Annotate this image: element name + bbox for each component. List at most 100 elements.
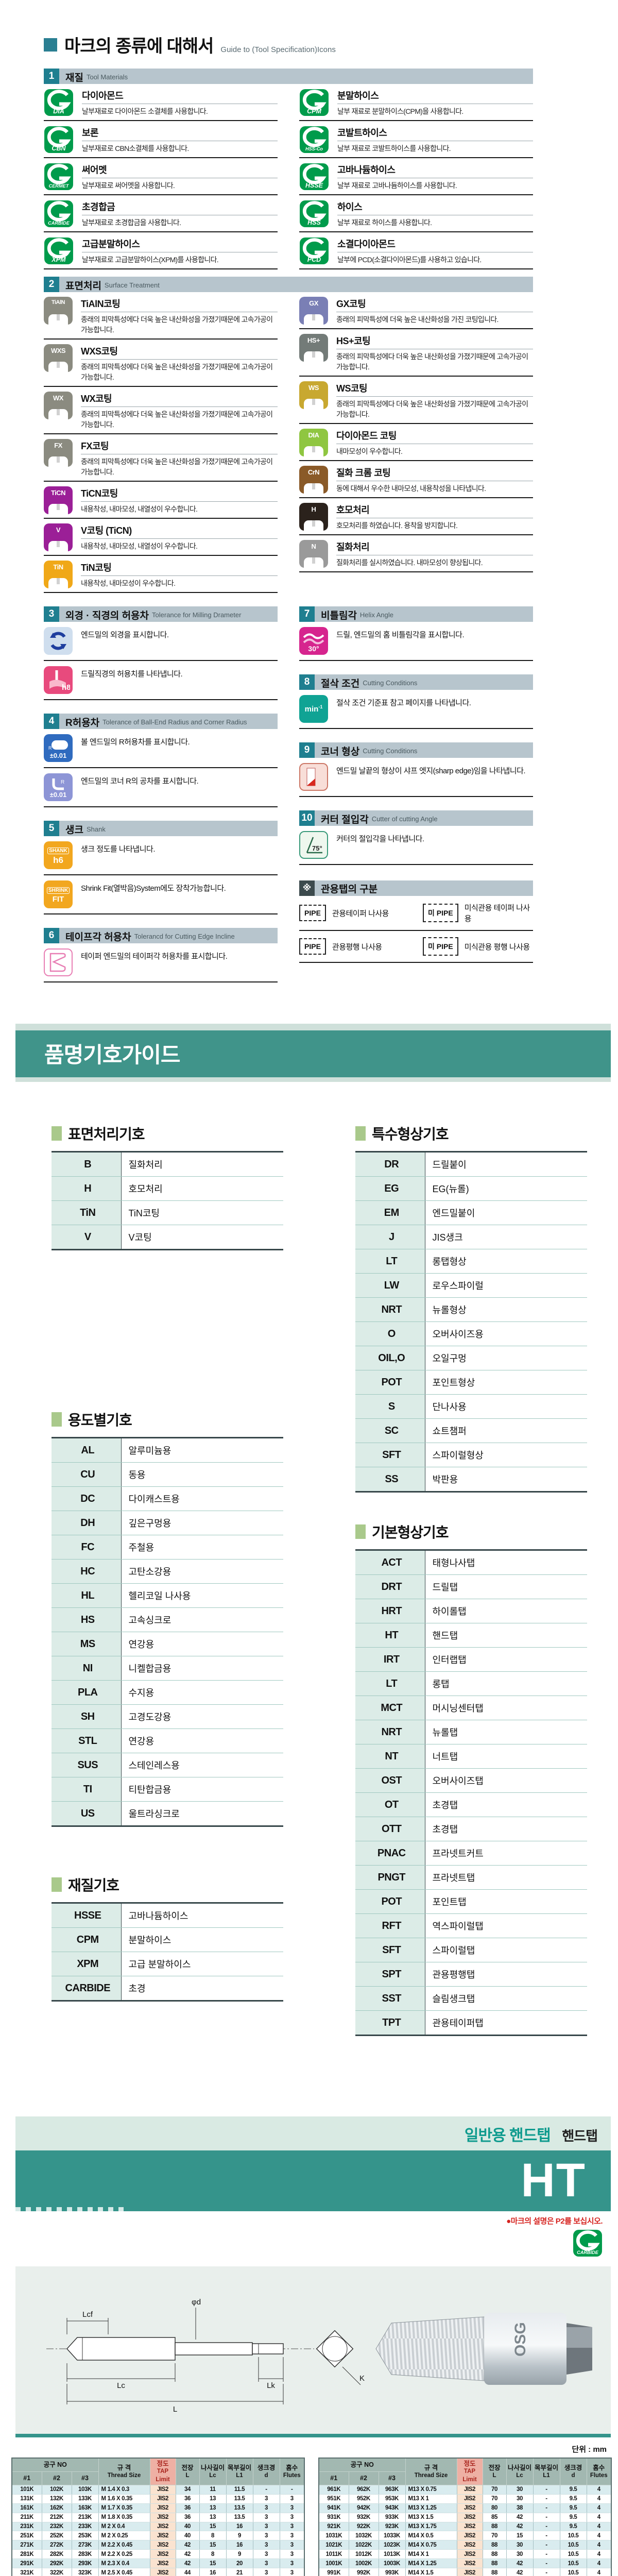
spec-cell: 4 xyxy=(586,2494,612,2504)
guide-item-desc: 동에 대해서 우수한 내마모성, 내용착성을 나타냅니다. xyxy=(336,484,486,493)
mini-item: 엔드밀의 외경을 표시합니다. xyxy=(44,622,278,661)
svg-text:PCD: PCD xyxy=(307,256,321,263)
material-symbols-table: HSSE 고바나듐하이스 CPM 분말하이스 XPM 고급 분말하이스 CARBIDE 초경 xyxy=(52,1902,283,2002)
symbol-row: OTT 초경탭 xyxy=(355,1817,587,1841)
section-title-kr: 절삭 조건 xyxy=(321,679,360,689)
spec-cell: 273K xyxy=(71,2540,99,2550)
symbol-code: TI xyxy=(52,1777,122,1802)
spec-row: 211K 212K 213K M 1.8 X 0.35 JIS2 36 13 13.5 3 3 xyxy=(11,2513,305,2522)
symbol-code: SST xyxy=(355,1986,425,2011)
spec-cell: 252K xyxy=(41,2531,72,2541)
spec-cell: 953K xyxy=(378,2494,406,2504)
symbol-meaning: 깊은구멍용 xyxy=(121,1511,283,1535)
spec-cell: 1031K xyxy=(318,2531,349,2541)
PCD-material-icon: PCD xyxy=(299,237,329,265)
section-6-bar: 6 테이프각 허용차 Tolerancd for Cutting Edge Incl… xyxy=(44,928,278,943)
symbol-row: PNAC 프라넷트커트 xyxy=(355,1841,587,1866)
pipe-section-header: ※ 관용탭의 구분 xyxy=(299,880,533,896)
symbol-code: NI xyxy=(52,1656,122,1681)
ball-radius-tolerance-icon: R ±0.01 xyxy=(44,734,73,762)
mini-item: SHRINK FIT Shrink Fit(열박음)System에도 장착가능합니다… xyxy=(44,875,278,914)
symbol-row: J JIS생크 xyxy=(355,1225,587,1249)
spec-cell: 282K xyxy=(41,2549,72,2560)
spec-cell: 101K xyxy=(11,2485,42,2495)
symbol-row: SPT 관용평행탭 xyxy=(355,1962,587,1987)
guide-item-title: TiCN코팅 xyxy=(81,486,278,502)
pipe-badge: 미 PIPE xyxy=(423,937,458,956)
spec-row: 961K 962K 963K M13 X 0.75 JIS2 70 30-9.5 4 xyxy=(318,2485,612,2495)
guide-item: CrN 질화 크롬 코팅 동에 대해서 우수한 내마모성, 내용착성을 나타냅니다. xyxy=(299,461,533,498)
spec-cell: 40 xyxy=(175,2522,200,2532)
symbol-meaning: EG(뉴롤) xyxy=(425,1176,587,1201)
guide-item-desc: 종래의 피막특성에다 더욱 높은 내산화성을 가졌기때문에 고속가공이 가능합니… xyxy=(336,400,528,418)
guide-item: HSSE 고바나듐하이스 날부 재료로 고바나듐하이스를 사용합니다. xyxy=(299,158,533,195)
guide-item: V V코팅 (TiCN) 내용착성, 내마모성, 내열성이 우수합니다. xyxy=(44,519,278,556)
green-square-icon xyxy=(355,1524,366,1539)
symbol-row: NRT 뉴롤형상 xyxy=(355,1297,587,1322)
mini-item-desc: 커터의 절입각을 나타냅니다. xyxy=(336,835,424,843)
spec-cell: 42 xyxy=(506,2513,534,2522)
spec-cell: 9.5 xyxy=(559,2503,587,2513)
symbol-code: PLA xyxy=(52,1680,122,1705)
symbol-row: OT 초경탭 xyxy=(355,1792,587,1817)
symbol-row: FC 주철용 xyxy=(52,1535,283,1560)
col-no3: #3 xyxy=(71,2471,99,2485)
col-length: 전장 L xyxy=(482,2458,507,2485)
WS-coating-icon: WS xyxy=(299,381,328,409)
symbol-meaning: 분말하이스 xyxy=(121,1927,283,1952)
guide-item: FX FX코팅 종래의 피막특성에다 더욱 높은 내산화성을 가졌기때문에 고속가공… xyxy=(44,434,278,482)
symbol-meaning: 동용 xyxy=(121,1462,283,1487)
symbol-meaning: 수지용 xyxy=(121,1680,283,1705)
svg-text:OSG: OSG xyxy=(512,2322,529,2357)
guide-item-desc: 내마모성이 우수합니다. xyxy=(336,447,403,455)
symbol-code: LT xyxy=(355,1671,425,1696)
symbol-row: PNGT 프라넷트탭 xyxy=(355,1865,587,1890)
section-number: 9 xyxy=(299,742,315,758)
spec-cell: 991K xyxy=(318,2568,349,2576)
spec-cell: JIS2 xyxy=(149,2485,176,2495)
col-no2: #2 xyxy=(348,2471,379,2485)
section-title-en: Helix Angle xyxy=(359,611,393,619)
spec-cell: 231K xyxy=(11,2522,42,2532)
symbol-meaning: 로우스파이럴 xyxy=(425,1273,587,1298)
guide-item-desc: 날부재료로 CBN소결체를 사용합니다. xyxy=(82,144,189,152)
symbol-tables: 표면처리기호 B 질화처리 H 호모처리 TiN TiN코팅 V V코팅 용도별기호 AL 알루미늄용… xyxy=(0,1082,618,2096)
spec-cell: - xyxy=(533,2568,560,2576)
spec-row: 951K 952K 953K M13 X 1 JIS2 70 30-9.5 4 xyxy=(318,2494,612,2504)
svg-text:CERMET: CERMET xyxy=(49,183,70,189)
spec-cell: 70 xyxy=(482,2485,507,2495)
spec-cell: M14 X 1.5 xyxy=(405,2568,457,2576)
guide-item-desc: 질화처리를 실시하였습니다. 내마모성이 향상됩니다. xyxy=(336,558,483,567)
H-coating-icon: H xyxy=(299,503,328,531)
spec-cell: 942K xyxy=(348,2503,379,2513)
product-note: ●마크의 설명은 P2를 보십시오. xyxy=(506,2217,603,2226)
h8-tolerance-icon: h8 xyxy=(44,666,73,694)
pipe-cell: 미 PIPE 미식관용 평행 나사용 xyxy=(423,937,533,956)
spec-cell: - xyxy=(533,2540,560,2550)
section-title-en: Tolerancd for Cutting Edge Incline xyxy=(134,933,235,940)
mini-item-desc: 엔드밀의 코너 R의 공차를 표시합니다. xyxy=(81,777,199,786)
symbol-tables-left: 표면처리기호 B 질화처리 H 호모처리 TiN TiN코팅 V V코팅 용도별기호 AL 알루미늄용… xyxy=(52,1123,283,2065)
symbol-row: O 오버사이즈용 xyxy=(355,1321,587,1346)
symbol-row: NT 너트탭 xyxy=(355,1744,587,1769)
symbol-row: POT 포인트탭 xyxy=(355,1889,587,1914)
surface-items-right: GX GX코팅 종래의 피막특성에 더욱 높은 내산화성을 가진 코팅입니다. HS+… xyxy=(299,292,533,593)
symbol-code: LT xyxy=(355,1249,425,1274)
symbol-row: DR 드릴붙이 xyxy=(355,1151,587,1177)
title-square-icon xyxy=(44,38,57,52)
mini-item: R ±0.01 볼 엔드밀의 R허용차를 표시합니다. xyxy=(44,729,278,768)
spec-cell: JIS2 xyxy=(456,2503,483,2513)
symbol-meaning: JIS생크 xyxy=(425,1225,587,1249)
guide-item-title: TiAlN코팅 xyxy=(81,297,278,312)
guide-title-kr: 마크의 종류에 대해서 xyxy=(64,37,214,56)
spec-cell: M14 X 0.75 xyxy=(405,2540,457,2550)
symbol-row: TiN TiN코팅 xyxy=(52,1200,283,1225)
section-number: 3 xyxy=(44,606,59,622)
TiN-coating-icon: TiN xyxy=(44,561,73,588)
spec-cell: JIS2 xyxy=(149,2522,176,2532)
guide-item: CERMET 써어멧 날부재료로 써어멧을 사용합니다. xyxy=(44,158,278,195)
usage-symbols-title: 용도별기호 xyxy=(52,1409,283,1430)
guide-item-title: 보론 xyxy=(82,126,278,141)
symbol-meaning: 고속싱크로 xyxy=(121,1607,283,1632)
spec-cell: 3 xyxy=(279,2549,305,2560)
